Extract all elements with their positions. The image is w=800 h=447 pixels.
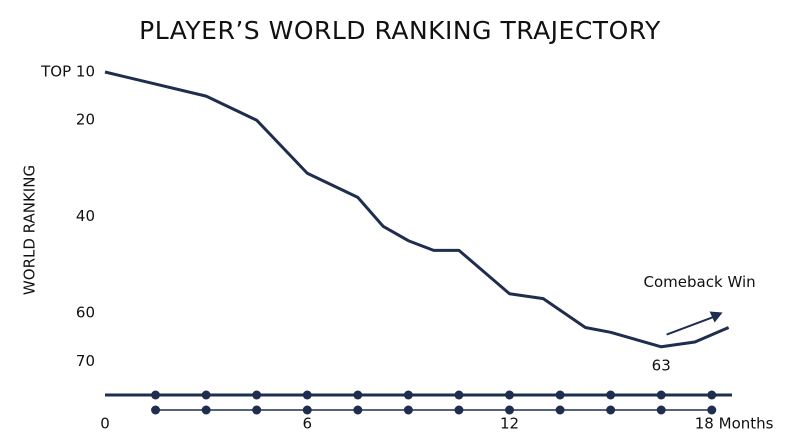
timeline-dot <box>353 390 363 400</box>
timeline-dot <box>302 405 312 415</box>
chart-title: PLAYER’S WORLD RANKING TRAJECTORY <box>139 16 661 45</box>
arrow-shaft <box>666 315 715 336</box>
y-tick-label: 20 <box>76 111 95 129</box>
timeline-dot <box>403 390 413 400</box>
x-tick-label: 18 Months <box>695 415 774 433</box>
y-tick-label: 60 <box>76 304 95 322</box>
y-tick-label: 70 <box>76 352 95 370</box>
timeline-dot <box>555 390 565 400</box>
annotation-low: 63 <box>652 356 671 374</box>
timeline-dot <box>454 390 464 400</box>
timeline-dot <box>201 405 211 415</box>
timeline-dot <box>707 390 717 400</box>
arrow-head <box>709 311 723 323</box>
timeline-dot <box>505 390 515 400</box>
timeline-dot <box>707 405 717 415</box>
timeline-dot <box>252 405 262 415</box>
y-axis-label: WORLD RANKING <box>21 165 39 295</box>
timeline-dot <box>454 405 464 415</box>
timeline-dot <box>353 405 363 415</box>
annotation-end: Comeback Win <box>644 273 756 291</box>
timeline-dot <box>606 390 616 400</box>
timeline-dot <box>252 390 262 400</box>
x-tick-label: 6 <box>302 415 312 433</box>
x-tick-label: 0 <box>100 415 110 433</box>
timeline-dot <box>151 390 161 400</box>
timeline-dot <box>606 405 616 415</box>
x-tick-label: 12 <box>500 415 519 433</box>
timeline-dot <box>656 390 666 400</box>
ranking-line <box>104 70 730 349</box>
timeline-dot <box>201 390 211 400</box>
y-tick-label: TOP 10 <box>40 63 95 81</box>
timeline-dot <box>555 405 565 415</box>
timeline-dot <box>151 405 161 415</box>
timeline-dot <box>302 390 312 400</box>
timeline-dot <box>656 405 666 415</box>
timeline-dot <box>505 405 515 415</box>
y-tick-label: 40 <box>76 207 95 225</box>
timeline-dot <box>403 405 413 415</box>
